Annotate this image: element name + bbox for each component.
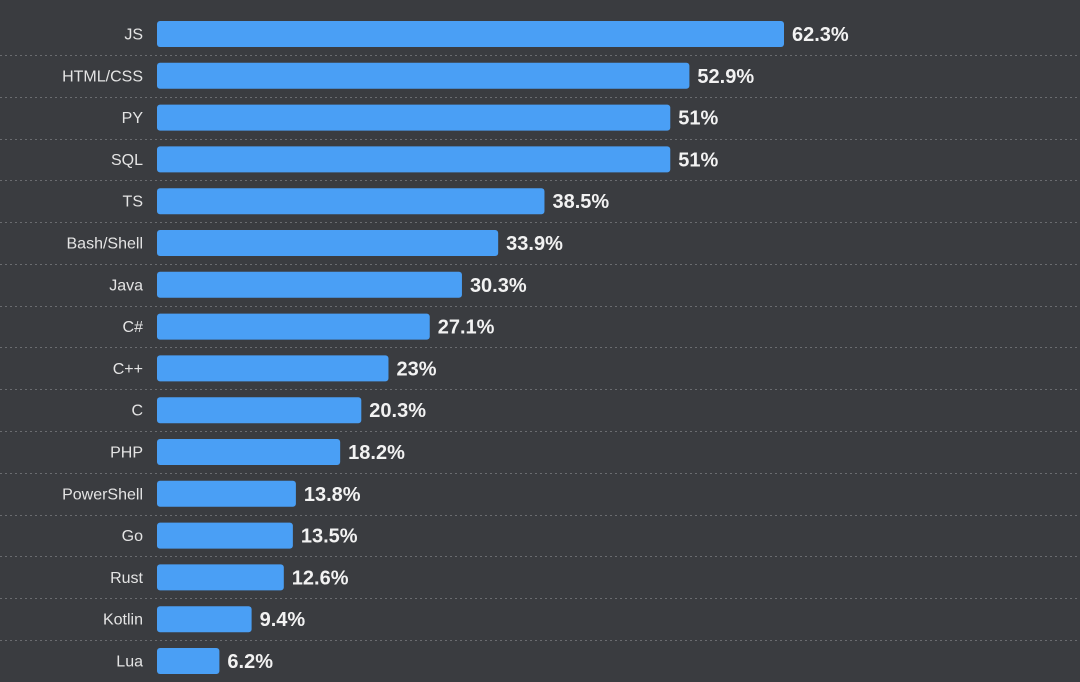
bar-row: C++ 23% (113, 355, 437, 382)
bar (157, 522, 293, 549)
value-label: 33.9% (506, 233, 563, 255)
bar-row: Java 30.3% (109, 271, 527, 298)
category-label: HTML/CSS (62, 68, 143, 85)
value-label: 6.2% (227, 651, 273, 673)
category-label: Java (109, 277, 143, 294)
category-label: Bash/Shell (67, 236, 144, 253)
bar (157, 146, 671, 173)
category-label: PY (122, 110, 144, 127)
value-label: 51% (678, 108, 718, 130)
bar-row: Rust 12.6% (110, 564, 349, 591)
value-label: 52.9% (697, 66, 754, 88)
bar (157, 355, 389, 382)
bar (157, 606, 252, 633)
bar-row: C 20.3% (131, 397, 426, 424)
bar-row: TS 38.5% (123, 188, 609, 215)
bar (157, 271, 462, 298)
bar (157, 104, 671, 131)
value-label: 51% (678, 149, 718, 171)
value-label: 62.3% (792, 24, 849, 46)
bar-row: PowerShell 13.8% (62, 480, 361, 507)
bar (157, 480, 296, 507)
bar-row: Bash/Shell 33.9% (67, 230, 563, 256)
category-label: TS (123, 194, 143, 211)
value-label: 18.2% (348, 442, 405, 464)
value-label: 20.3% (369, 400, 426, 422)
bar-row: Lua 6.2% (116, 648, 273, 674)
bar (157, 648, 220, 674)
bar (157, 230, 499, 256)
category-label: PHP (110, 445, 143, 462)
bar (157, 397, 362, 424)
category-label: Go (122, 528, 143, 545)
category-label: C (131, 403, 143, 420)
value-label: 38.5% (552, 191, 609, 213)
bar-row: SQL 51% (111, 146, 719, 173)
category-label: Lua (116, 654, 143, 671)
bar-row: PHP 18.2% (110, 439, 405, 465)
bar-row: C# 27.1% (123, 313, 495, 340)
category-label: Kotlin (103, 612, 143, 629)
category-label: SQL (111, 152, 143, 169)
bar (157, 439, 341, 465)
bar (157, 188, 545, 215)
category-label: Rust (110, 570, 143, 587)
bar (157, 21, 784, 47)
bar (157, 62, 690, 89)
value-label: 30.3% (470, 275, 527, 297)
bar-row: JS 62.3% (124, 21, 849, 47)
bar-row: HTML/CSS 52.9% (62, 62, 754, 89)
bar (157, 313, 430, 340)
value-label: 27.1% (438, 317, 495, 339)
bar-row: PY 51% (122, 104, 719, 131)
category-label: JS (124, 27, 143, 44)
category-label: C++ (113, 361, 143, 378)
category-label: C# (123, 319, 144, 336)
value-label: 12.6% (292, 567, 349, 589)
value-label: 13.8% (304, 484, 361, 506)
value-label: 13.5% (301, 526, 358, 548)
bar-row: Go 13.5% (122, 522, 358, 549)
bar (157, 564, 284, 591)
category-label: PowerShell (62, 486, 143, 503)
value-label: 23% (396, 358, 436, 380)
bar-row: Kotlin 9.4% (103, 606, 306, 633)
value-label: 9.4% (260, 609, 306, 631)
